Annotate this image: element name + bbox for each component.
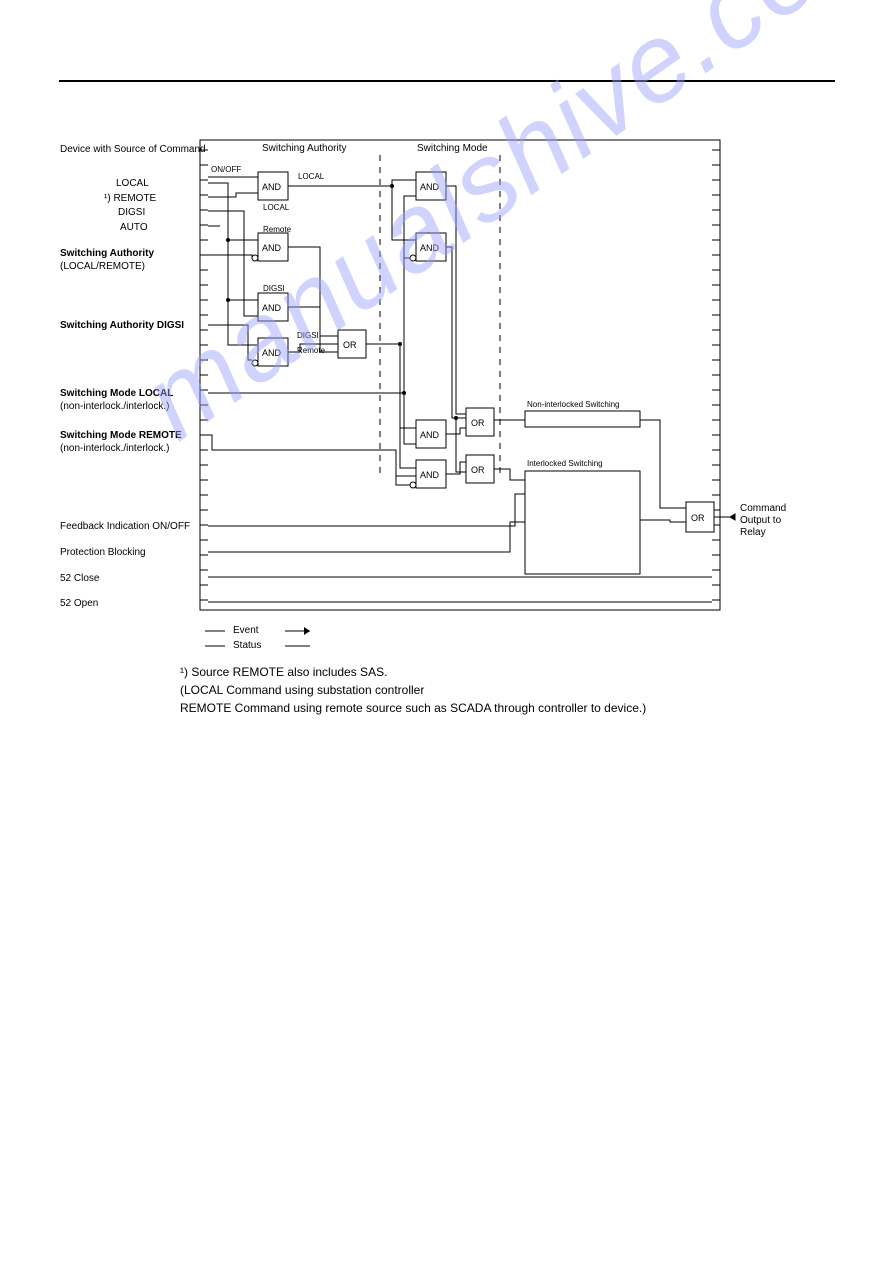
and-gate-1-text: AND <box>262 182 282 192</box>
or-gate-3-text: OR <box>471 465 485 475</box>
and-gate-6-text: AND <box>420 243 440 253</box>
and-gate-8-text: AND <box>420 470 440 480</box>
and-gate-2-text: AND <box>262 243 282 253</box>
or-gate-2-text: OR <box>471 418 485 428</box>
and-gate-3-text: AND <box>262 303 282 313</box>
and-gate-7-text: AND <box>420 430 440 440</box>
and-gate-4-text: AND <box>262 348 282 358</box>
or-gate-4-text: OR <box>691 513 705 523</box>
or-gate-1-text: OR <box>343 340 357 350</box>
logic-diagram: AND AND AND AND OR AND AND AND AND OR OR <box>0 0 893 1263</box>
page: Device with Source of Command LOCAL ¹) R… <box>0 0 893 1263</box>
and-gate-5-text: AND <box>420 182 440 192</box>
